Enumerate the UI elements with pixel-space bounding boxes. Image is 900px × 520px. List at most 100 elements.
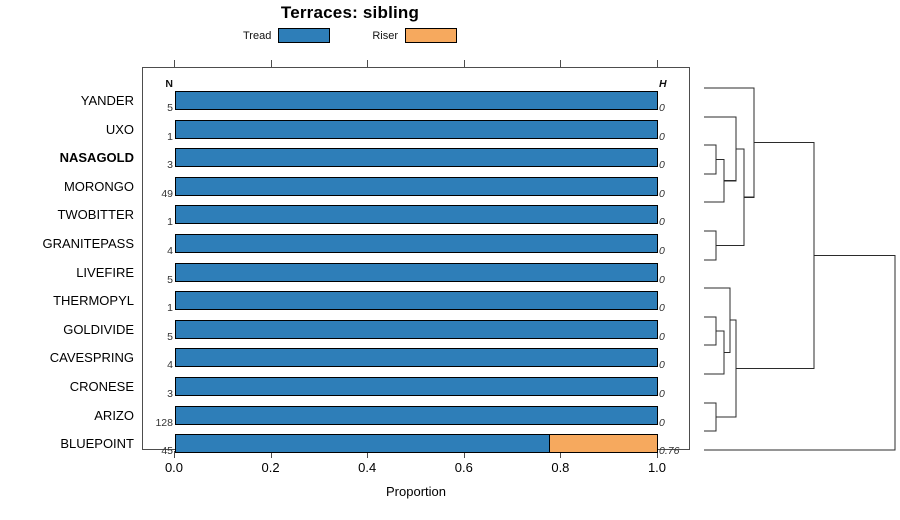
bar-segment-tread[interactable] [176,435,550,453]
bar-segment-tread[interactable] [176,149,657,167]
legend-item-tread: Tread [243,28,331,43]
bar-row: 128 0 [143,405,691,435]
bar-segment-tread[interactable] [176,349,657,367]
chart-title: Terraces: sibling [280,3,420,22]
row-h-value: 0 [659,187,665,200]
x-tick-label: 1.0 [647,460,667,475]
stacked-bar[interactable] [175,205,658,225]
row-h-value: 0 [659,416,665,429]
row-n-value: 128 [155,416,173,429]
bar-segment-tread[interactable] [176,263,657,281]
stacked-bar[interactable] [175,148,658,168]
x-tick-bottom [174,451,175,458]
x-axis-title: Proportion [386,484,446,499]
bar-segment-tread[interactable] [176,120,657,138]
bar-segment-tread[interactable] [176,206,657,224]
legend-item-riser: Riser [372,28,457,43]
row-h-value: 0 [659,273,665,286]
plot-panel: N H 5 0 1 0 3 0 49 0 1 0 4 0 5 0 1 0 5 0 4 0 3 0 128 0 45 0.76 [142,67,691,456]
y-axis-label-yander: YANDER [80,93,134,108]
row-n-value: 1 [167,130,173,143]
row-n-value: 5 [167,330,173,343]
stacked-bar[interactable] [175,377,658,396]
row-n-value: 3 [167,159,173,172]
y-axis-label-thermopyl: THERMOPYL [53,293,134,309]
bar-segment-tread[interactable] [176,378,657,395]
x-tick-bottom [367,451,369,458]
stacked-bar[interactable] [175,262,658,282]
stacked-bar[interactable] [175,405,658,425]
x-tick-top [174,60,175,67]
y-axis-label-granitepass: GRANITEPASS [42,236,134,251]
row-h-value: 0 [659,388,665,400]
x-tick-bottom [560,451,562,458]
row-n-value: 5 [167,273,173,286]
x-tick-label: 0.6 [454,460,473,475]
y-axis-label-goldivide: GOLDIVIDE [63,321,134,337]
row-n-value: 3 [167,388,173,400]
stacked-bar[interactable] [175,176,658,196]
x-tick-label: 0.2 [261,460,280,475]
y-axis-label-nasagold: NASAGOLD [59,150,134,166]
y-axis-label-twobitter: TWOBITTER [57,207,134,223]
legend-label-tread: Tread [243,29,272,42]
bar-row: 49 0 [143,176,691,206]
row-h-value: 0 [659,302,665,315]
row-n-value: 4 [167,245,173,257]
row-h-value: 0 [659,216,665,229]
bar-segment-tread[interactable] [176,320,657,338]
x-tick-top [560,60,562,67]
row-n-value: 1 [167,302,173,315]
dendrogram [690,60,900,460]
x-tick-bottom [270,451,272,458]
x-tick-top [463,60,465,67]
stacked-bar[interactable] [175,119,658,139]
row-h-value: 0 [659,130,665,143]
y-axis-label-cavespring: CAVESPRING [49,350,134,366]
bar-segment-tread[interactable] [176,235,657,252]
row-h-value: 0 [659,330,665,343]
stacked-bar[interactable] [175,291,658,311]
x-tick-label: 0.8 [551,460,570,475]
x-tick-top [367,60,369,67]
bar-segment-tread[interactable] [176,292,657,310]
stacked-bar[interactable] [175,91,658,110]
y-axis-label-bluepoint: BLUEPOINT [60,436,134,452]
row-h-value: 0 [659,102,665,114]
y-axis-label-livefire: LIVEFIRE [76,264,134,280]
row-h-value: 0 [659,159,665,172]
y-axis-label-arizo: ARIZO [94,407,134,423]
column-header-h: H [659,78,667,90]
bar-segment-riser[interactable] [549,435,657,453]
bar-segment-tread[interactable] [176,177,657,195]
bar-segment-tread[interactable] [176,406,657,424]
dendrogram-svg [704,87,896,451]
bar-row: 45 0.76 [143,434,691,463]
y-axis-label-morongo: MORONGO [63,178,134,194]
x-tick-label: 0.4 [358,460,377,475]
stacked-bar[interactable] [175,234,658,253]
bar-segment-tread[interactable] [176,92,657,109]
x-tick-bottom [463,451,465,458]
row-n-value: 5 [167,102,173,114]
row-h-value: 0.76 [659,445,680,458]
x-tick-top [270,60,272,67]
y-axis-label-uxo: UXO [105,121,134,137]
x-tick-top [657,60,658,67]
stacked-bar[interactable] [175,348,658,368]
row-h-value: 0 [659,245,665,257]
stacked-bar[interactable] [175,434,658,454]
row-n-value: 4 [167,359,173,372]
stacked-bar[interactable] [175,319,658,339]
x-tick-label: 0.0 [164,460,184,475]
